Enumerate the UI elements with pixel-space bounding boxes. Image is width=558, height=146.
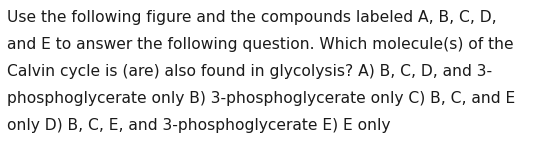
Text: only D) B, C, E, and 3-phosphoglycerate E) E only: only D) B, C, E, and 3-phosphoglycerate … bbox=[7, 118, 391, 133]
Text: and E to answer the following question. Which molecule(s) of the: and E to answer the following question. … bbox=[7, 37, 514, 52]
Text: Calvin cycle is (are) also found in glycolysis? A) B, C, D, and 3-: Calvin cycle is (are) also found in glyc… bbox=[7, 64, 492, 79]
Text: Use the following figure and the compounds labeled A, B, C, D,: Use the following figure and the compoun… bbox=[7, 10, 497, 25]
Text: phosphoglycerate only B) 3-phosphoglycerate only C) B, C, and E: phosphoglycerate only B) 3-phosphoglycer… bbox=[7, 91, 516, 106]
